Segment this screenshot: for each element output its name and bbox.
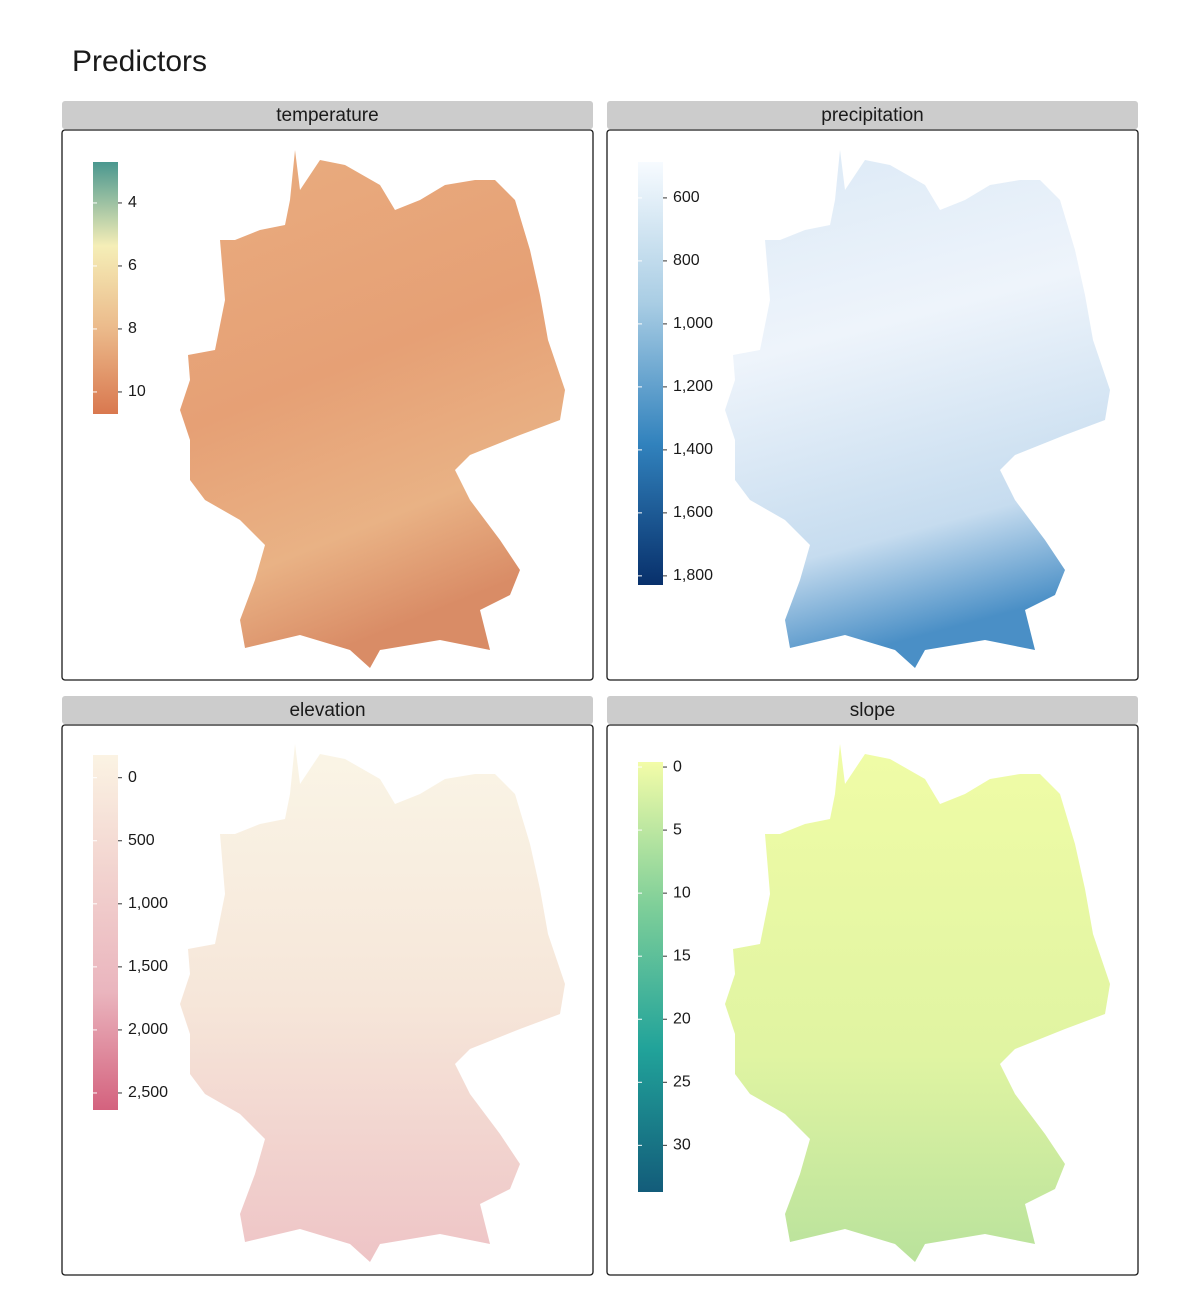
colorbar-label: 0 <box>673 758 682 775</box>
colorbar <box>638 762 663 1192</box>
colorbar-label: 1,600 <box>673 504 713 521</box>
strip <box>607 696 1138 724</box>
colorbar-label: 1,000 <box>128 895 168 912</box>
colorbar-label: 4 <box>128 194 137 211</box>
colorbar-label: 30 <box>673 1137 691 1154</box>
colorbar <box>638 162 663 585</box>
colorbar-label: 2,000 <box>128 1021 168 1038</box>
colorbar-label: 800 <box>673 252 700 269</box>
colorbar-label: 1,400 <box>673 441 713 458</box>
colorbar-label: 600 <box>673 189 700 206</box>
panel-border <box>61 724 594 1276</box>
colorbar-label: 2,500 <box>128 1084 168 1101</box>
colorbar-label: 1,200 <box>673 378 713 395</box>
map <box>180 150 565 668</box>
panel-border <box>61 129 594 681</box>
colorbar-label: 500 <box>128 832 155 849</box>
panel-border <box>606 724 1139 1276</box>
colorbar-label: 20 <box>673 1010 691 1027</box>
map <box>725 150 1110 668</box>
panel-title: precipitation <box>821 105 923 126</box>
colorbar-label: 15 <box>673 947 691 964</box>
colorbar-label: 0 <box>128 769 137 786</box>
strip <box>62 696 593 724</box>
colorbar <box>93 162 118 414</box>
panel-title: slope <box>850 700 895 721</box>
strip <box>607 101 1138 129</box>
colorbar-label: 1,800 <box>673 567 713 584</box>
panel-title: elevation <box>289 700 365 721</box>
colorbar-label: 25 <box>673 1074 691 1091</box>
map <box>725 744 1110 1262</box>
colorbar-label: 8 <box>128 320 137 337</box>
strip <box>62 101 593 129</box>
panel-border <box>606 129 1139 681</box>
figure-title: Predictors <box>72 45 207 78</box>
colorbar-label: 1,500 <box>128 958 168 975</box>
colorbar-label: 6 <box>128 257 137 274</box>
colorbar-label: 1,000 <box>673 315 713 332</box>
colorbar-label: 5 <box>673 821 682 838</box>
map <box>180 744 565 1262</box>
colorbar <box>93 755 118 1110</box>
colorbar-label: 10 <box>128 383 146 400</box>
panel-title: temperature <box>276 105 378 126</box>
colorbar-label: 10 <box>673 884 691 901</box>
